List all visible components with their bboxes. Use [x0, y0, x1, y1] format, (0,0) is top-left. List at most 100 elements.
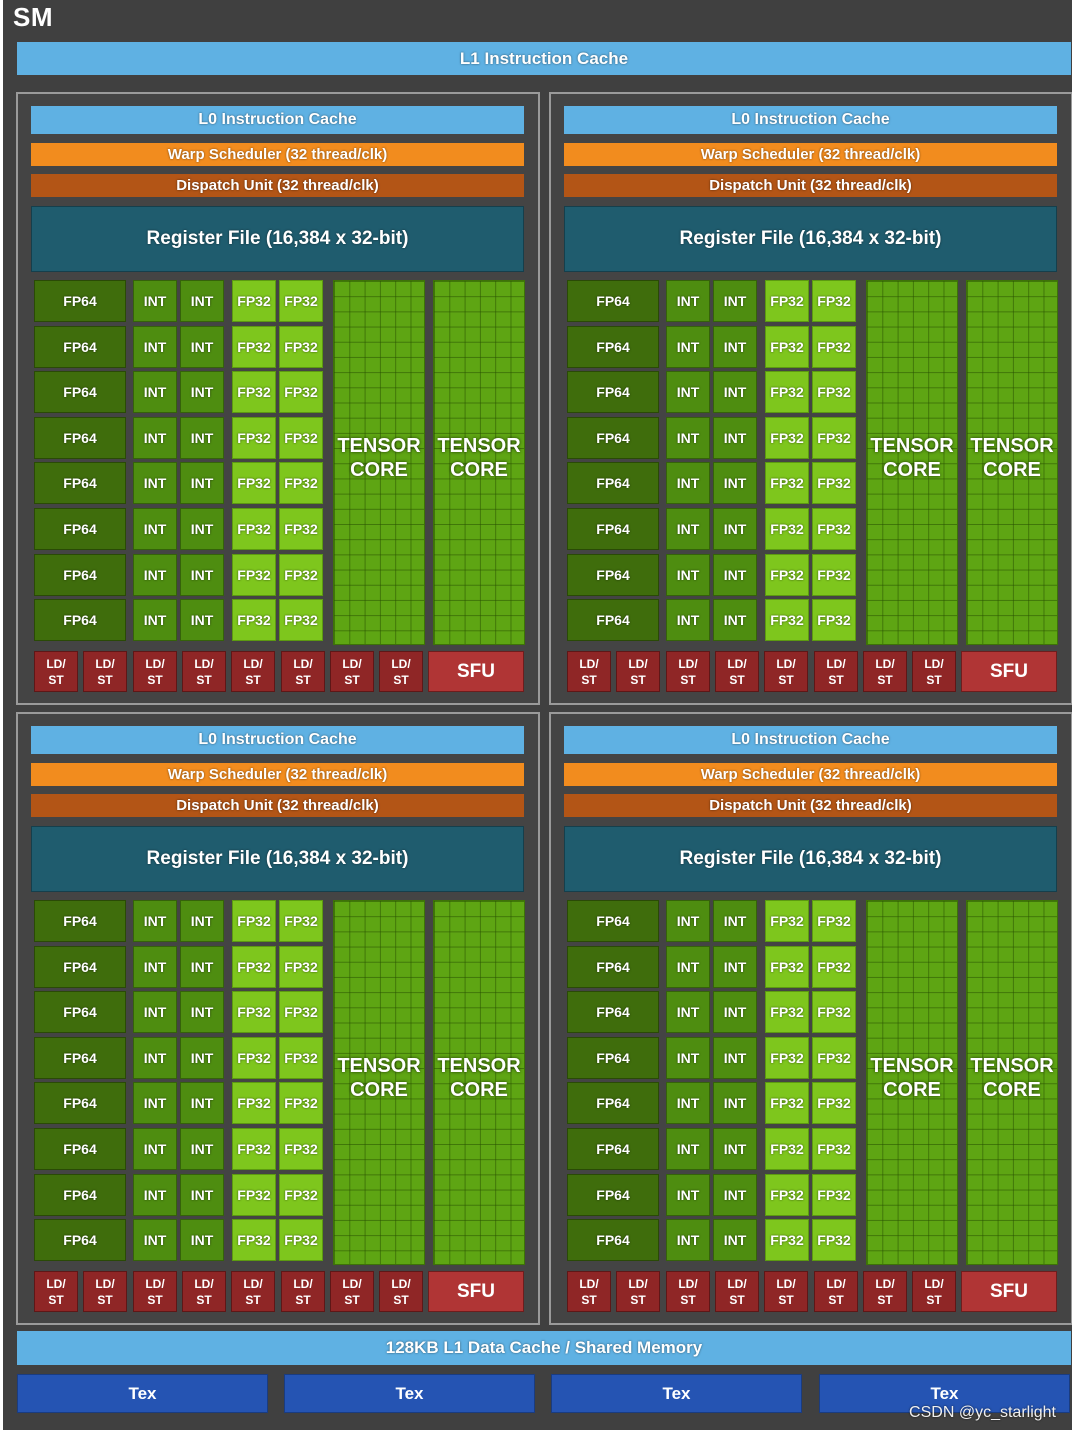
fp32-unit: FP32	[279, 1082, 323, 1124]
fp64-unit: FP64	[567, 554, 659, 596]
int-unit: INT	[713, 280, 757, 322]
int-unit: INT	[133, 900, 177, 942]
int-unit: INT	[180, 462, 224, 504]
ld-st-unit: LD/ST	[83, 651, 127, 692]
ld-st-label-line1: LD/	[293, 1276, 313, 1291]
fp32-unit: FP32	[279, 991, 323, 1033]
int-column: INT INT INT INT INT INT INT INT INT INT INT INT INT I…	[666, 900, 758, 1265]
ld-st-label-line1: LD/	[95, 1276, 115, 1291]
ld-st-label-line1: LD/	[924, 656, 944, 671]
int-unit: INT	[713, 326, 757, 368]
sfu-unit: SFU	[428, 651, 524, 692]
tensor-core-label-line1: TENSOR	[337, 435, 421, 457]
ld-st-unit: LD/ST	[34, 1271, 78, 1312]
sm-partition-top-left: L0 Instruction Cache Warp Scheduler (32 t…	[16, 92, 540, 705]
tensor-core-label: TENSOR CORE	[967, 1054, 1057, 1102]
ld-st-label-line1: LD/	[579, 656, 599, 671]
int-unit: INT	[133, 554, 177, 596]
tensor-core-label-line2: CORE	[883, 1079, 941, 1101]
fp32-unit: FP32	[232, 326, 276, 368]
ld-st-label-line1: LD/	[95, 656, 115, 671]
fp32-unit: FP32	[279, 946, 323, 988]
fp32-unit: FP32	[279, 1174, 323, 1216]
ld-st-label-line2: ST	[729, 1292, 745, 1307]
ld-st-label-line1: LD/	[875, 656, 895, 671]
fp64-unit: FP64	[34, 326, 126, 368]
int-unit: INT	[133, 280, 177, 322]
l0-instruction-cache: L0 Instruction Cache	[31, 106, 524, 134]
fp64-unit: FP64	[567, 1037, 659, 1079]
fp32-unit: FP32	[232, 1128, 276, 1170]
tensor-core-label-line1: TENSOR	[437, 435, 521, 457]
ld-st-label-line1: LD/	[826, 656, 846, 671]
ld-st-unit: LD/ST	[666, 651, 710, 692]
ld-st-unit: LD/ST	[231, 651, 275, 692]
fp32-unit: FP32	[812, 946, 856, 988]
l0-instruction-cache: L0 Instruction Cache	[31, 726, 524, 754]
fp32-unit: FP32	[279, 900, 323, 942]
fp64-unit: FP64	[34, 1128, 126, 1170]
ld-st-unit: LD/ST	[715, 651, 759, 692]
ld-st-label-line1: LD/	[391, 1276, 411, 1291]
tex-unit: Tex	[17, 1374, 268, 1413]
int-unit: INT	[133, 326, 177, 368]
ld-st-label-line2: ST	[48, 672, 64, 687]
tensor-core-label-line1: TENSOR	[970, 435, 1054, 457]
register-file: Register File (16,384 x 32-bit)	[564, 206, 1057, 272]
fp32-unit: FP32	[812, 508, 856, 550]
warp-scheduler: Warp Scheduler (32 thread/clk)	[564, 143, 1057, 166]
ld-st-label-line2: ST	[877, 1292, 893, 1307]
int-unit: INT	[133, 1082, 177, 1124]
ld-st-label-line1: LD/	[145, 1276, 165, 1291]
int-unit: INT	[180, 371, 224, 413]
int-unit: INT	[180, 1082, 224, 1124]
ld-st-unit: LD/ST	[330, 651, 374, 692]
int-unit: INT	[180, 554, 224, 596]
int-unit: INT	[133, 991, 177, 1033]
fp32-unit: FP32	[232, 900, 276, 942]
ld-st-unit: LD/ST	[330, 1271, 374, 1312]
fp32-unit: FP32	[812, 462, 856, 504]
int-unit: INT	[133, 1219, 177, 1261]
ld-st-unit: LD/ST	[281, 651, 325, 692]
fp64-unit: FP64	[567, 900, 659, 942]
int-unit: INT	[713, 599, 757, 641]
fp32-unit: FP32	[232, 599, 276, 641]
int-unit: INT	[666, 554, 710, 596]
fp32-unit: FP32	[279, 1037, 323, 1079]
tensor-core: TENSOR CORE	[966, 280, 1058, 645]
int-unit: INT	[666, 280, 710, 322]
ld-st-unit: LD/ST	[814, 1271, 858, 1312]
ld-st-label-line2: ST	[778, 1292, 794, 1307]
int-unit: INT	[180, 599, 224, 641]
fp32-unit: FP32	[812, 371, 856, 413]
dispatch-unit: Dispatch Unit (32 thread/clk)	[564, 794, 1057, 817]
fp32-unit: FP32	[765, 1128, 809, 1170]
fp32-unit: FP32	[812, 280, 856, 322]
fp32-unit: FP32	[765, 599, 809, 641]
int-unit: INT	[666, 417, 710, 459]
ld-st-label-line1: LD/	[391, 656, 411, 671]
tensor-core-label-line2: CORE	[350, 1079, 408, 1101]
fp32-unit: FP32	[279, 462, 323, 504]
ld-st-label-line2: ST	[196, 672, 212, 687]
ld-st-unit: LD/ST	[182, 1271, 226, 1312]
l1-instruction-cache: L1 Instruction Cache	[17, 42, 1071, 75]
fp32-column: FP32 FP32 FP32 FP32 FP32 FP32 FP32 FP32 FP32 FP32…	[765, 280, 857, 645]
ld-st-label-line1: LD/	[628, 1276, 648, 1291]
int-unit: INT	[180, 1219, 224, 1261]
fp32-unit: FP32	[279, 371, 323, 413]
sm-partition-top-right: L0 Instruction Cache Warp Scheduler (32 t…	[549, 92, 1072, 705]
int-unit: INT	[133, 462, 177, 504]
ld-st-unit: LD/ST	[281, 1271, 325, 1312]
ld-st-label-line1: LD/	[727, 656, 747, 671]
fp64-unit: FP64	[567, 991, 659, 1033]
ld-st-label-line1: LD/	[194, 1276, 214, 1291]
fp64-unit: FP64	[567, 1174, 659, 1216]
fp32-unit: FP32	[812, 1037, 856, 1079]
tex-unit: Tex	[819, 1374, 1070, 1413]
tensor-core-label-line2: CORE	[883, 459, 941, 481]
fp64-unit: FP64	[567, 508, 659, 550]
ld-st-unit: LD/ST	[616, 1271, 660, 1312]
fp32-unit: FP32	[279, 599, 323, 641]
